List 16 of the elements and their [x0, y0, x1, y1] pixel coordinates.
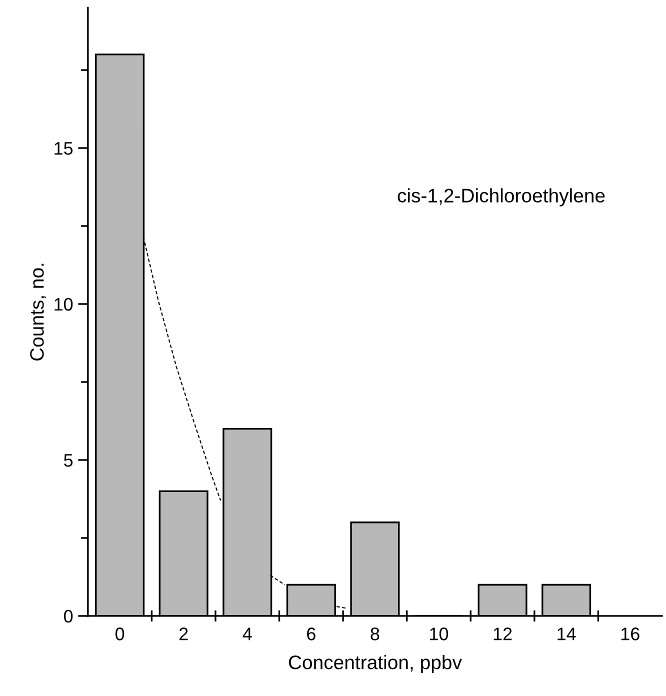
y-tick-label: 5	[64, 454, 73, 467]
x-tick-label: 8	[370, 628, 380, 640]
annotation: cis-1,2-Dichloroethylene	[398, 188, 605, 206]
x-tick-label: 6	[307, 628, 316, 640]
x-axis-title: Concentration, ppbv	[288, 655, 462, 674]
x-tick-label: 12	[494, 628, 512, 640]
x-tick-label: 10	[430, 628, 448, 640]
x-tick-label: 2	[179, 628, 188, 640]
x-tick-label: 16	[621, 628, 640, 640]
y-tick-label: 0	[64, 610, 73, 623]
y-axis-title: Counts, no.	[30, 264, 46, 361]
y-tick-label: 10	[54, 298, 73, 311]
x-tick-label: 0	[115, 628, 124, 640]
x-tick-label: 4	[242, 628, 252, 640]
x-tick-label: 14	[558, 628, 576, 640]
y-tick-label: 15	[54, 142, 73, 155]
